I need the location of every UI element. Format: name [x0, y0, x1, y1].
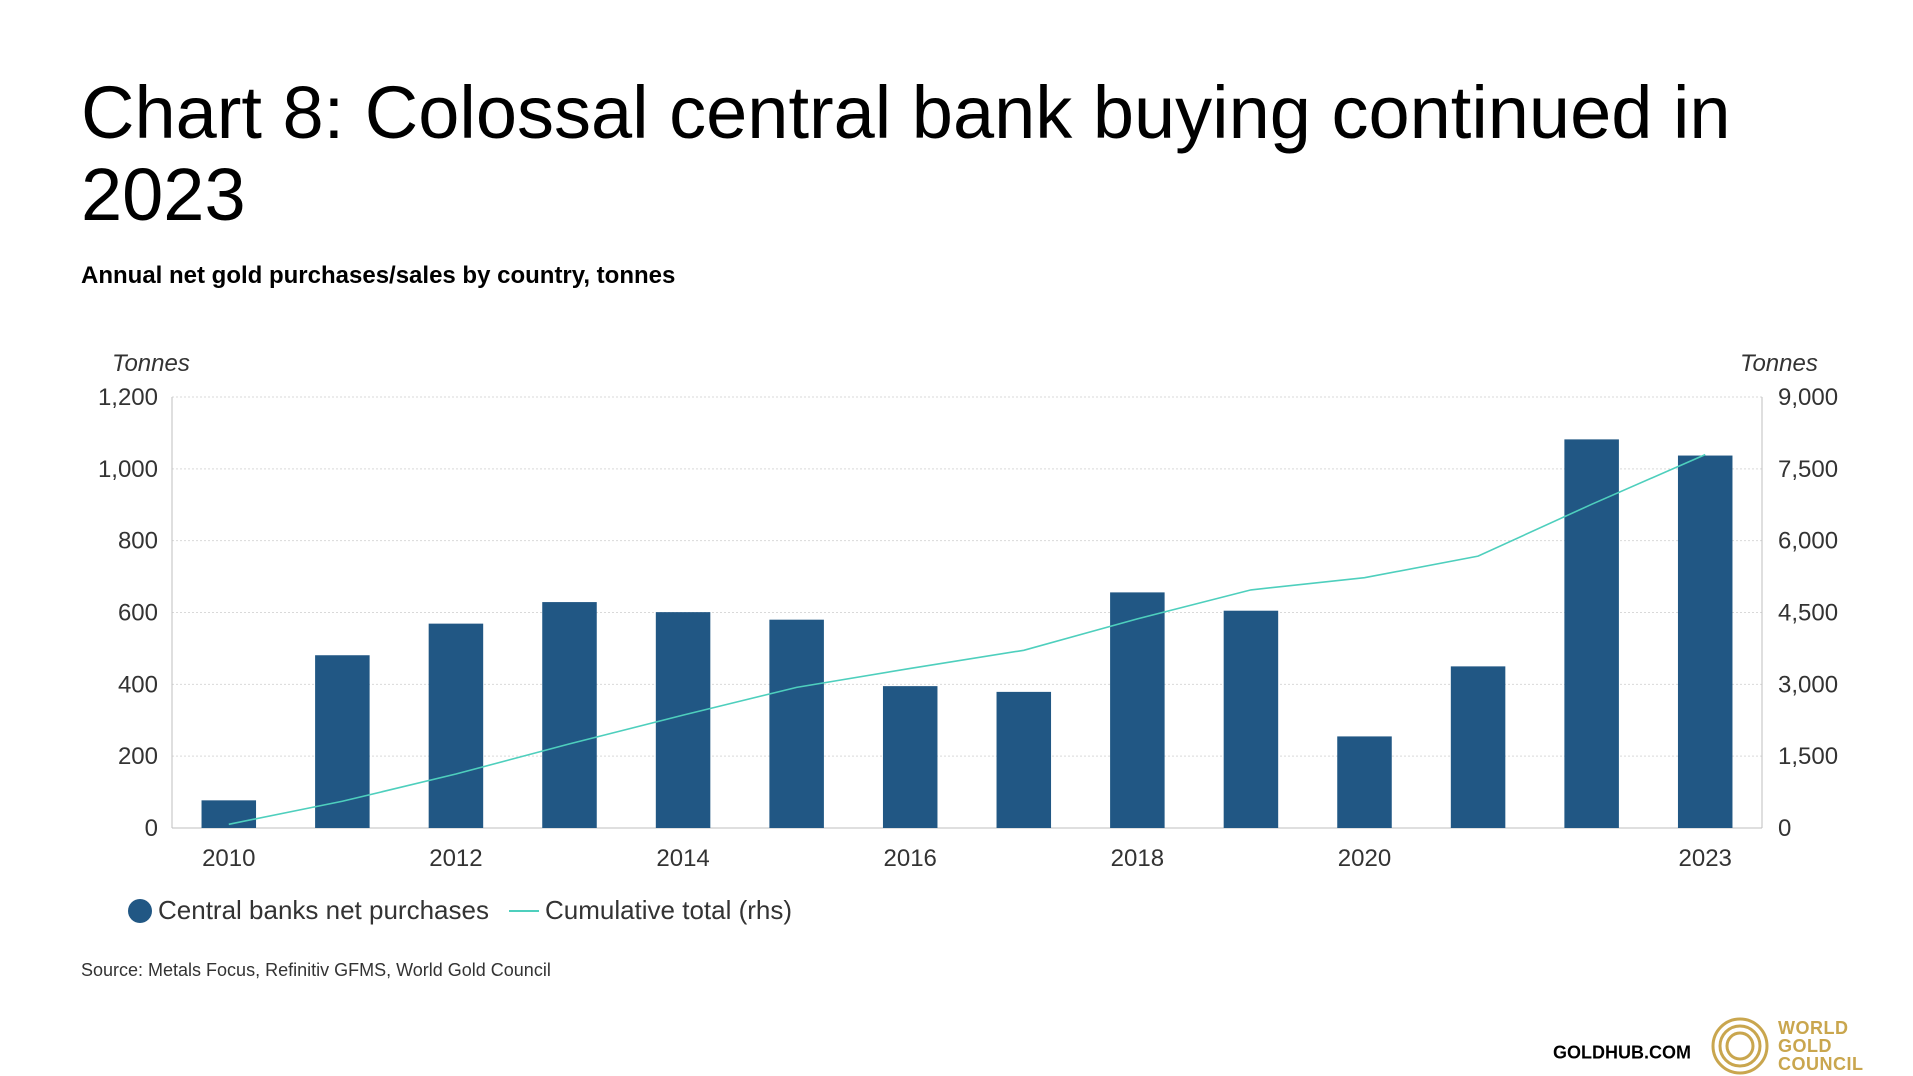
cumulative-line	[228, 453, 1706, 826]
y-tick-right: 3,000	[1778, 671, 1838, 698]
bar	[1110, 592, 1165, 828]
y-tick-left: 1,000	[98, 456, 158, 483]
logo-line-3: COUNCIL	[1778, 1054, 1864, 1074]
ring-logo-icon	[1711, 1017, 1769, 1075]
bar	[315, 655, 370, 828]
bar	[882, 686, 938, 828]
x-tick-label: 2016	[884, 845, 937, 872]
legend-line-swatch	[508, 909, 539, 912]
chart-subtitle: Annual net gold purchases/sales by count…	[81, 262, 676, 289]
y-tick-left: 200	[118, 743, 158, 770]
y-tick-left: 400	[118, 671, 158, 698]
y-tick-right: 4,500	[1778, 600, 1838, 627]
chart-title: Chart 8: Colossal central bank buying co…	[81, 71, 1731, 236]
bar	[428, 623, 484, 828]
chart-legend: Central banks net purchases Cumulative t…	[128, 895, 792, 926]
bar	[1564, 439, 1619, 828]
bar	[1337, 736, 1392, 828]
bar	[769, 619, 824, 828]
y-tick-right: 0	[1778, 815, 1791, 842]
legend-line-label: Cumulative total (rhs)	[544, 895, 793, 925]
legend-bar-label: Central banks net purchases	[158, 895, 489, 925]
y-tick-right: 9,000	[1778, 384, 1838, 411]
source-note: Source: Metals Focus, Refinitiv GFMS, Wo…	[81, 960, 551, 980]
legend-bar-swatch	[128, 898, 152, 923]
bar	[996, 691, 1052, 828]
x-tick-label: 2014	[656, 845, 709, 872]
bar	[542, 602, 597, 828]
y-tick-right: 1,500	[1778, 743, 1838, 770]
y-tick-left: 1,200	[98, 384, 158, 411]
goldhub-link[interactable]: GOLDHUB.COM	[1553, 1042, 1691, 1063]
x-tick-label: 2018	[1111, 845, 1164, 872]
x-tick-label: 2010	[202, 845, 255, 872]
y-tick-right: 7,500	[1778, 456, 1838, 483]
bar	[201, 800, 257, 828]
x-tick-label: 2020	[1338, 845, 1391, 872]
logo-line-1: WORLD	[1778, 1018, 1849, 1038]
right-axis-unit: Tonnes	[1740, 350, 1818, 377]
bar	[1450, 666, 1506, 828]
y-tick-left: 600	[118, 600, 158, 627]
bar	[1223, 610, 1279, 828]
logo-line-2: GOLD	[1778, 1036, 1832, 1056]
bar	[1677, 455, 1733, 828]
x-tick-label: 2023	[1679, 845, 1732, 872]
x-tick-label: 2012	[429, 845, 482, 872]
left-axis-unit: Tonnes	[112, 350, 190, 377]
y-tick-left: 0	[145, 815, 158, 842]
y-tick-right: 6,000	[1778, 528, 1838, 555]
y-tick-left: 800	[118, 528, 158, 555]
world-gold-council-logo: WORLD GOLD COUNCIL	[1710, 1016, 1864, 1076]
